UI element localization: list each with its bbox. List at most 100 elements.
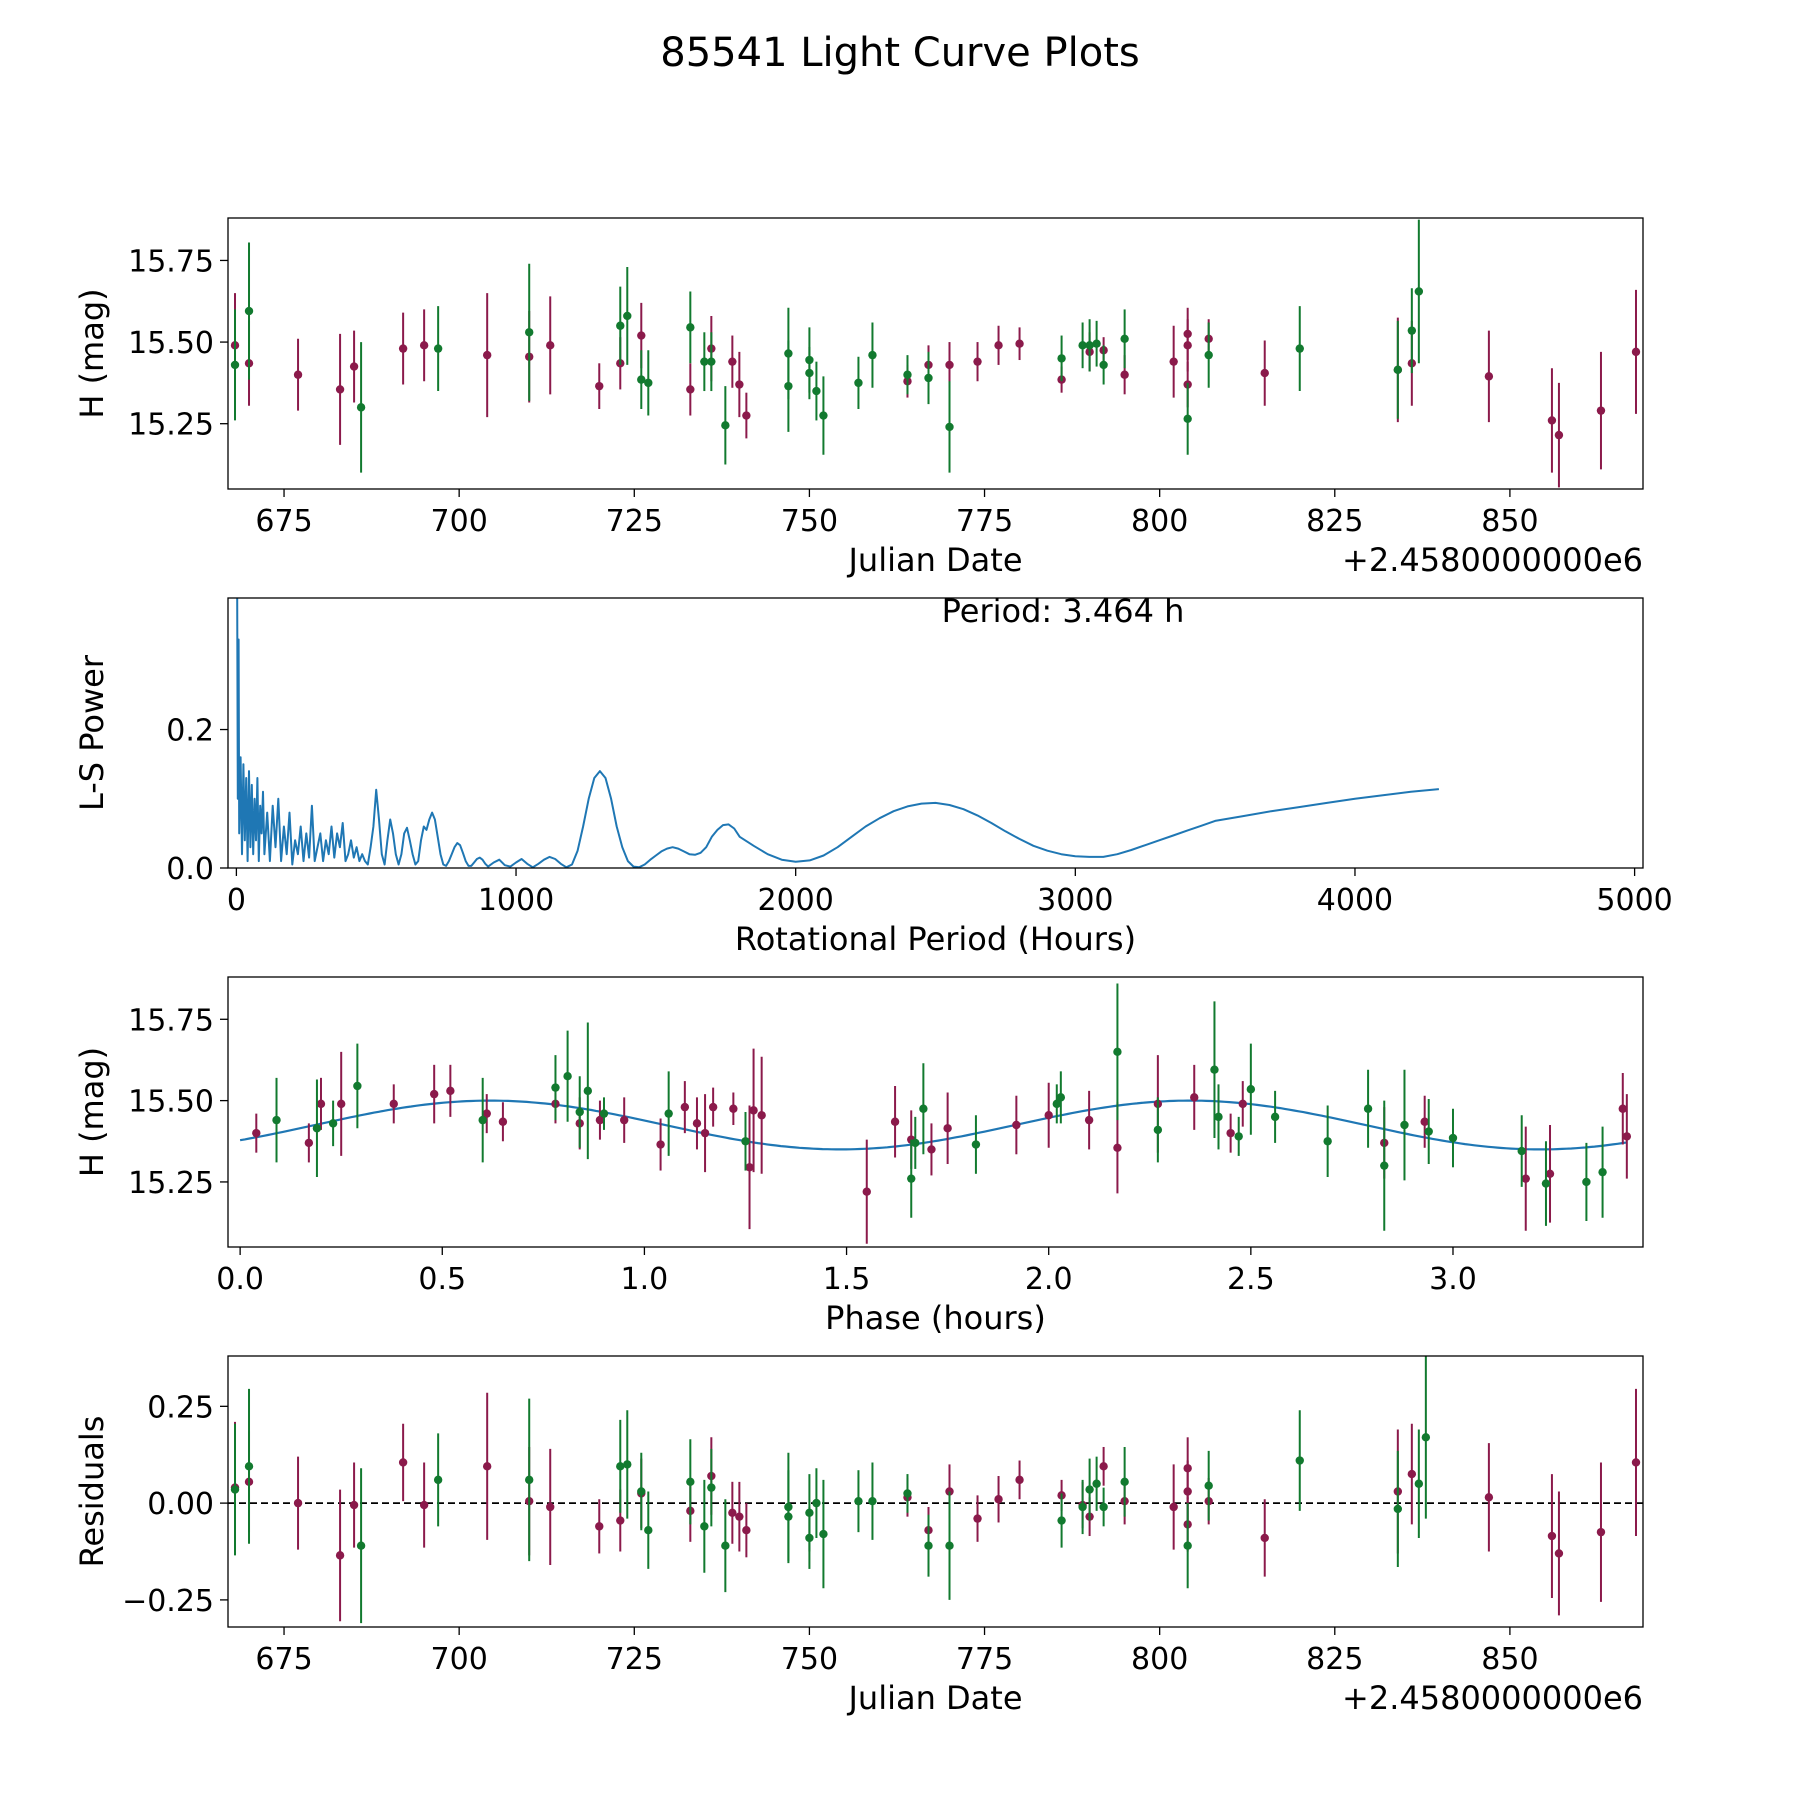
- data-point: [595, 381, 604, 391]
- data-point: [1414, 287, 1424, 296]
- data-point: [1084, 1115, 1094, 1125]
- data-point: [1078, 1502, 1087, 1512]
- data-point: [478, 1115, 487, 1125]
- residuals-xlabel: Julian Date: [846, 1679, 1022, 1717]
- data-point: [1380, 1161, 1389, 1170]
- data-point: [599, 1109, 609, 1118]
- x-tick-label: 675: [255, 504, 312, 539]
- y-tick-label: 0.25: [147, 1390, 214, 1425]
- data-point: [700, 357, 709, 366]
- data-point: [482, 1462, 492, 1471]
- data-point: [525, 1475, 534, 1485]
- data-point: [903, 370, 912, 379]
- data-point: [230, 360, 240, 370]
- data-point: [911, 1138, 920, 1148]
- x-tick-label: 775: [956, 504, 1013, 539]
- x-tick-label: 5000: [1596, 883, 1672, 918]
- data-point: [1226, 1128, 1235, 1138]
- data-point: [945, 360, 954, 370]
- y-tick-label: 15.75: [128, 244, 214, 279]
- x-tick-label: 0: [227, 883, 246, 918]
- data-point: [707, 357, 716, 366]
- x-tick-label: 3.0: [1429, 1262, 1477, 1297]
- data-point: [1052, 1099, 1061, 1109]
- data-point: [757, 1111, 766, 1120]
- periodogram-panel: 0 1000 2000 3000 4000 5000 0.0 0.2 Rotational P…: [73, 592, 1673, 958]
- data-point: [721, 421, 730, 430]
- data-point: [637, 331, 646, 340]
- data-point: [686, 385, 695, 394]
- light-curve-offset-text: +2.4580000000e6: [1342, 541, 1643, 579]
- data-point: [1260, 1533, 1269, 1543]
- data-point: [728, 357, 737, 366]
- data-point: [623, 1460, 632, 1469]
- data-point: [1015, 339, 1024, 348]
- data-point: [637, 1487, 646, 1496]
- data-point: [1012, 1120, 1021, 1130]
- data-point: [1554, 430, 1564, 440]
- x-tick-label: 725: [606, 504, 663, 539]
- data-point: [890, 1117, 900, 1126]
- x-tick-label: 1000: [478, 883, 554, 918]
- phase-folded-panel: 0.0 0.5 1.0 1.5 2.0 2.5 3.0 15.25 15.50 15.75 Pha…: [73, 976, 1644, 1337]
- residuals-panel: 675 700 725 750 775 800 825 850 −0.25 0.00 0.25 Ju…: [73, 1355, 1644, 1717]
- y-tick-label: 15.50: [128, 326, 214, 361]
- data-point: [1183, 414, 1192, 424]
- data-point: [735, 380, 744, 389]
- data-point: [1270, 1112, 1280, 1122]
- data-point: [304, 1138, 314, 1148]
- data-point: [551, 1083, 560, 1092]
- x-tick-label: 2.5: [1227, 1262, 1275, 1297]
- data-point: [389, 1099, 398, 1109]
- data-point: [819, 1529, 828, 1539]
- data-point: [1545, 1169, 1555, 1179]
- periodogram-ylabel: L-S Power: [73, 654, 111, 811]
- data-point: [1521, 1174, 1530, 1183]
- data-point: [924, 1541, 933, 1550]
- data-point: [637, 375, 646, 384]
- data-point: [620, 1115, 629, 1125]
- light-curve-panel: 675 700 725 750 775 800 825 85015.2515.5015.75 …: [73, 217, 1644, 579]
- data-point: [819, 411, 828, 420]
- data-point: [664, 1109, 673, 1118]
- data-point: [419, 1500, 429, 1510]
- data-point: [742, 1526, 751, 1535]
- data-point: [419, 341, 429, 350]
- data-point: [1598, 1167, 1607, 1177]
- data-point: [1113, 1047, 1122, 1057]
- data-point: [1596, 406, 1606, 415]
- data-point: [244, 306, 254, 316]
- data-point: [745, 1163, 754, 1172]
- data-point: [945, 1541, 954, 1550]
- data-point: [721, 1541, 730, 1550]
- data-point: [971, 1140, 981, 1149]
- data-point: [433, 1475, 443, 1485]
- data-point: [1407, 1469, 1417, 1479]
- data-point: [708, 1102, 718, 1112]
- data-point: [1596, 1527, 1606, 1537]
- x-tick-label: 850: [1481, 504, 1538, 539]
- data-point: [616, 321, 625, 330]
- data-point: [1393, 365, 1403, 375]
- data-point: [1448, 1133, 1458, 1143]
- data-point: [1153, 1125, 1163, 1135]
- x-tick-label: 0.5: [418, 1262, 466, 1297]
- x-tick-label: 800: [1131, 1642, 1188, 1677]
- x-tick-label: 1.0: [621, 1262, 669, 1297]
- y-tick-label: 15.25: [128, 1166, 214, 1201]
- data-point: [1631, 1458, 1641, 1467]
- data-point: [644, 1526, 653, 1535]
- data-point: [1078, 341, 1087, 350]
- y-tick-label: 15.75: [128, 1003, 214, 1038]
- data-point: [907, 1174, 916, 1183]
- data-point: [1393, 1504, 1403, 1514]
- data-point: [1210, 1065, 1219, 1074]
- data-point: [656, 1140, 665, 1149]
- data-point: [1099, 360, 1108, 370]
- x-tick-label: 850: [1481, 1642, 1538, 1677]
- data-point: [575, 1107, 584, 1117]
- data-point: [973, 1514, 982, 1523]
- y-tick-label: 15.50: [128, 1085, 214, 1120]
- data-point: [1407, 326, 1417, 335]
- data-point: [293, 1498, 303, 1508]
